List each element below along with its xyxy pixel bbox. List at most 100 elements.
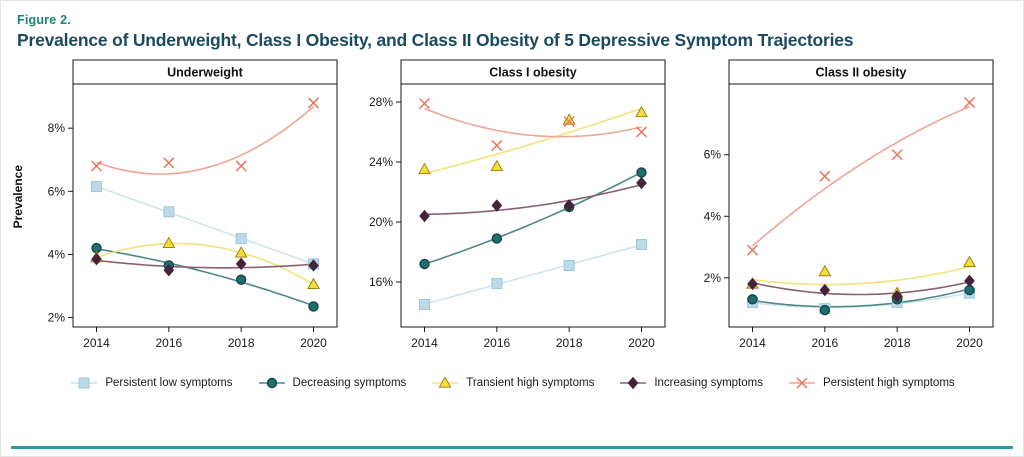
bottom-rule (11, 446, 1013, 449)
circle-marker (308, 301, 319, 312)
x-marker (796, 377, 808, 389)
x-tick-label: 2018 (556, 336, 583, 350)
charts-row: Prevalence Underweight 2% 4% 6% 8% 2014 2016 20… (1, 59, 1023, 364)
triangle-marker (490, 159, 504, 172)
circle-marker (819, 304, 831, 316)
legend-label: Decreasing symptoms (292, 377, 407, 389)
x-marker (891, 149, 903, 161)
x-marker (563, 116, 575, 127)
circle-marker (419, 258, 430, 270)
y-tick-label: 6% (704, 148, 722, 162)
diamond-legend-icon (620, 376, 647, 390)
y-tick-label: 2% (704, 271, 722, 285)
x-tick-label: 2014 (739, 336, 766, 350)
decreasing-markers (747, 284, 975, 316)
increasing-markers (747, 274, 975, 303)
chart-panel-class-i-obesity: Class I obesity 16% 20% 24% 28% 2014 2016 2018 2… (355, 59, 673, 364)
circle-marker (747, 294, 758, 305)
transient_high-fit-line (752, 265, 970, 286)
diamond-marker (964, 274, 975, 288)
panel-title: Underweight (167, 66, 244, 80)
legend: Persistent low symptoms Decreasing sympto… (1, 376, 1023, 390)
plot-border (400, 83, 666, 328)
diamond-marker (491, 199, 503, 212)
diamond-marker (419, 209, 430, 223)
x-marker (235, 160, 247, 172)
y-tick-label: 4% (48, 247, 66, 261)
x-tick-label: 2018 (228, 336, 255, 350)
triangle-legend-icon (432, 376, 459, 388)
persistent_high-markers (419, 98, 647, 151)
x-tick-label: 2014 (83, 336, 110, 350)
legend-item-transient_high: Transient high symptoms (430, 376, 594, 390)
legend-label: Increasing symptoms (654, 377, 763, 389)
x-tick-label: 2014 (411, 336, 438, 350)
x-marker (91, 160, 102, 172)
triangle-marker (234, 246, 248, 258)
diamond-marker (308, 259, 319, 272)
circle-marker (266, 377, 277, 389)
triangle-marker (963, 255, 976, 268)
y-tick-label: 28% (369, 95, 393, 109)
square-marker (563, 260, 575, 271)
x-tick-label: 2016 (155, 336, 182, 350)
plot-underweight: Underweight 2% 4% 6% 8% 2014 2016 2018 2020 (48, 59, 338, 350)
increasing-fit-line (752, 281, 970, 296)
panels: Underweight 2% 4% 6% 8% 2014 2016 2018 2020 Class… (27, 59, 1001, 364)
square-marker (419, 299, 431, 310)
plot-border (72, 83, 338, 328)
triangle-marker (162, 236, 176, 249)
diamond-marker (563, 199, 575, 212)
increasing-markers (91, 252, 319, 277)
transient_high-markers (418, 105, 648, 175)
x-legend-icon (788, 377, 815, 389)
x-marker (964, 97, 975, 108)
y-tick-label: 2% (48, 311, 66, 325)
plot-class-i-obesity: Class I obesity 16% 20% 24% 28% 2014 2016 2018 2… (369, 59, 666, 350)
triangle-marker (818, 264, 832, 277)
persistent_low-markers (747, 287, 975, 315)
persistent_low-markers (419, 239, 647, 310)
square-marker (91, 181, 103, 193)
triangle-marker (635, 105, 648, 118)
figure-header: Figure 2. Prevalence of Underweight, Cla… (1, 1, 1023, 51)
x-tick-label: 2020 (300, 336, 327, 350)
legend-item-persistent_low: Persistent low symptoms (69, 376, 233, 390)
diamond-marker (891, 290, 903, 303)
y-tick-label: 4% (704, 209, 722, 223)
triangle-marker (562, 113, 576, 125)
x-marker (163, 157, 175, 169)
figure-label: Figure 2. (17, 13, 71, 27)
diamond-marker (628, 376, 639, 390)
x-tick-label: 2016 (811, 336, 838, 350)
increasing-fit-line (96, 259, 314, 269)
x-marker (747, 244, 758, 256)
figure-title: Prevalence of Underweight, Class I Obesi… (17, 30, 854, 50)
diamond-marker (819, 283, 831, 297)
x-tick-label: 2020 (628, 336, 655, 350)
circle-marker (491, 233, 503, 244)
square-marker (163, 206, 175, 218)
panel-title-box (728, 59, 994, 85)
plot-class-ii-obesity: Class II obesity 2% 4% 6% 2014 2016 2018 2020 (704, 59, 994, 350)
x-marker (308, 97, 319, 109)
triangle-marker (418, 162, 431, 175)
persistent_high-markers (91, 97, 319, 172)
diamond-marker (91, 252, 102, 266)
x-marker (419, 98, 430, 109)
x-tick-label: 2016 (483, 336, 510, 350)
diamond-marker (747, 277, 758, 291)
persistent_high-fit-line (424, 107, 642, 138)
y-tick-label: 20% (369, 215, 393, 229)
x-tick-label: 2020 (956, 336, 983, 350)
legend-label: Persistent high symptoms (822, 377, 955, 389)
legend-item-persistent_high: Persistent high symptoms (787, 376, 955, 390)
persistent_high-fit-line (96, 105, 315, 175)
persistent_high-markers (747, 97, 975, 256)
diamond-marker (636, 176, 647, 190)
y-tick-label: 8% (48, 121, 66, 135)
y-tick-label: 6% (48, 184, 66, 198)
panel-title-box (72, 59, 338, 85)
legend-label: Transient high symptoms (466, 377, 595, 389)
